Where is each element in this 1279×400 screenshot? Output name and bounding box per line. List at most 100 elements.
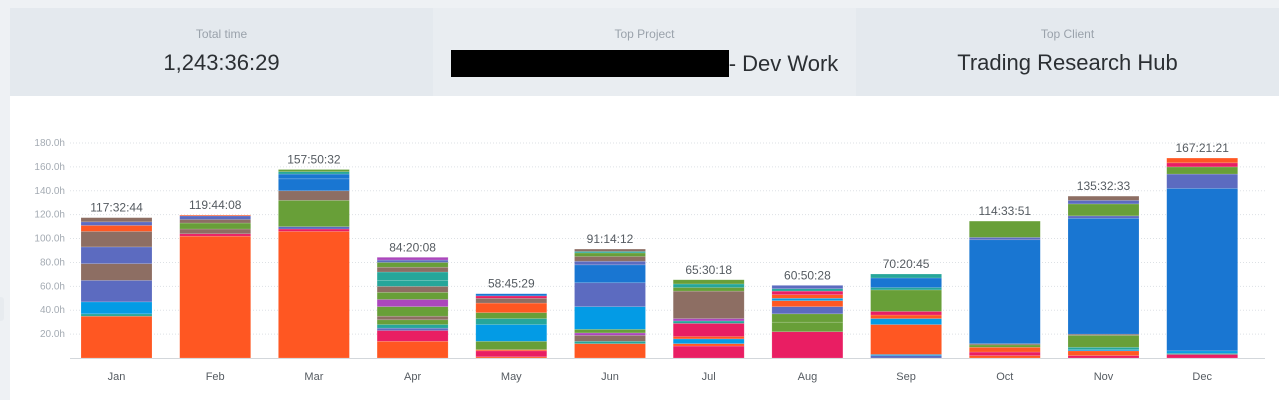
bar-segment[interactable] [475,293,548,297]
bar-segment[interactable] [1166,162,1238,168]
bar-segment[interactable] [376,327,449,331]
bar-segment[interactable] [574,248,646,252]
bar-segment[interactable] [80,313,153,317]
bar-segment[interactable] [278,173,350,180]
bar-segment[interactable] [672,287,745,292]
bar-segment[interactable] [80,221,153,226]
bar-segment[interactable] [376,286,449,293]
bar-segment[interactable] [80,263,153,281]
bar-segment[interactable] [968,355,1041,359]
bar-segment[interactable] [376,280,449,287]
bar-segment[interactable] [870,314,942,319]
bar-segment[interactable] [1067,217,1140,335]
bar-segment[interactable] [672,336,745,340]
bar-segment[interactable] [771,321,844,333]
bar-segment[interactable] [80,280,153,303]
bar-segment[interactable] [574,252,646,257]
bar-segment[interactable] [475,297,548,304]
bar-segment[interactable] [376,315,449,321]
bar-segment[interactable] [475,324,548,342]
bar-segment[interactable] [179,219,251,224]
bar-segment[interactable] [278,169,350,172]
bar-segment[interactable] [278,226,350,230]
bar-segment[interactable] [475,318,548,325]
bar-segment[interactable] [1166,173,1238,189]
bar-segment[interactable] [1067,203,1140,217]
bar-segment[interactable] [376,262,449,268]
bar-segment[interactable] [80,225,153,232]
bar-segment[interactable] [475,295,548,299]
bar-segment[interactable] [672,290,745,319]
top-project-value[interactable]: - Dev Work [728,51,839,76]
bar-segment[interactable] [80,231,153,248]
bar-segment[interactable] [1067,215,1140,219]
bar-segment[interactable] [1166,354,1238,359]
bar-segment[interactable] [574,332,646,336]
bar-segment[interactable] [1067,346,1140,350]
bar-segment[interactable] [574,256,646,262]
bar-segment[interactable] [376,319,449,325]
bar-segment[interactable] [80,246,153,264]
bar-segment[interactable] [672,320,745,324]
bar-segment[interactable] [574,282,646,307]
bar-segment[interactable] [574,260,646,266]
bar-segment[interactable] [376,299,449,307]
top-client-value[interactable]: Trading Research Hub [957,50,1178,75]
bar-segment[interactable] [278,190,350,201]
bar-segment[interactable] [376,306,449,317]
bar-segment[interactable] [574,335,646,342]
bar-segment[interactable] [1067,355,1140,359]
bar-segment[interactable] [870,287,942,291]
bar-segment[interactable] [376,259,449,263]
bar-segment[interactable] [672,338,745,344]
bar-segment[interactable] [179,222,251,230]
bar-segment[interactable] [1166,157,1238,164]
bar-segment[interactable] [278,171,350,175]
bar-segment[interactable] [376,340,449,359]
bar-segment[interactable] [771,285,844,290]
bar-segment[interactable] [278,231,350,359]
bar-segment[interactable] [870,277,942,288]
bar-segment[interactable] [672,279,745,285]
bar-segment[interactable] [870,289,942,312]
bar-segment[interactable] [672,283,745,288]
bar-segment[interactable] [771,331,844,359]
bar-segment[interactable] [179,235,251,359]
bar-segment[interactable] [574,306,646,330]
bar-segment[interactable] [179,214,251,217]
bar-segment[interactable] [179,228,251,235]
bar-segment[interactable] [376,292,449,300]
bar-segment[interactable] [771,300,844,307]
bar-segment[interactable] [672,323,745,337]
bar-segment[interactable] [574,340,646,344]
bar-segment[interactable] [80,217,153,223]
bar-segment[interactable] [672,345,745,359]
bar-segment[interactable] [968,351,1041,356]
bar-segment[interactable] [870,324,942,355]
side-panel-handle[interactable] [0,297,4,321]
bar-segment[interactable] [574,329,646,334]
bar-segment[interactable] [1067,200,1140,205]
bar-segment[interactable] [475,350,548,358]
bar-segment[interactable] [870,355,942,359]
bar-segment[interactable] [968,346,1041,353]
bar-segment[interactable] [968,237,1041,241]
bar-segment[interactable] [179,215,251,220]
bar-segment[interactable] [278,200,350,227]
bar-segment[interactable] [80,301,153,315]
bar-segment[interactable] [376,266,449,273]
bar-segment[interactable] [278,178,350,192]
bar-segment[interactable] [870,273,942,279]
bar-segment[interactable] [771,313,844,323]
bar-segment[interactable] [870,311,942,316]
bar-segment[interactable] [1067,195,1140,201]
bar-segment[interactable] [968,344,1041,348]
bar-segment[interactable] [771,288,844,292]
bar-segment[interactable] [475,302,548,313]
bar-segment[interactable] [475,340,548,350]
bar-segment[interactable] [1166,350,1238,354]
bar-segment[interactable] [179,233,251,237]
bar-segment[interactable] [968,239,1041,344]
bar-segment[interactable] [1166,188,1238,352]
bar-segment[interactable] [1067,350,1140,356]
